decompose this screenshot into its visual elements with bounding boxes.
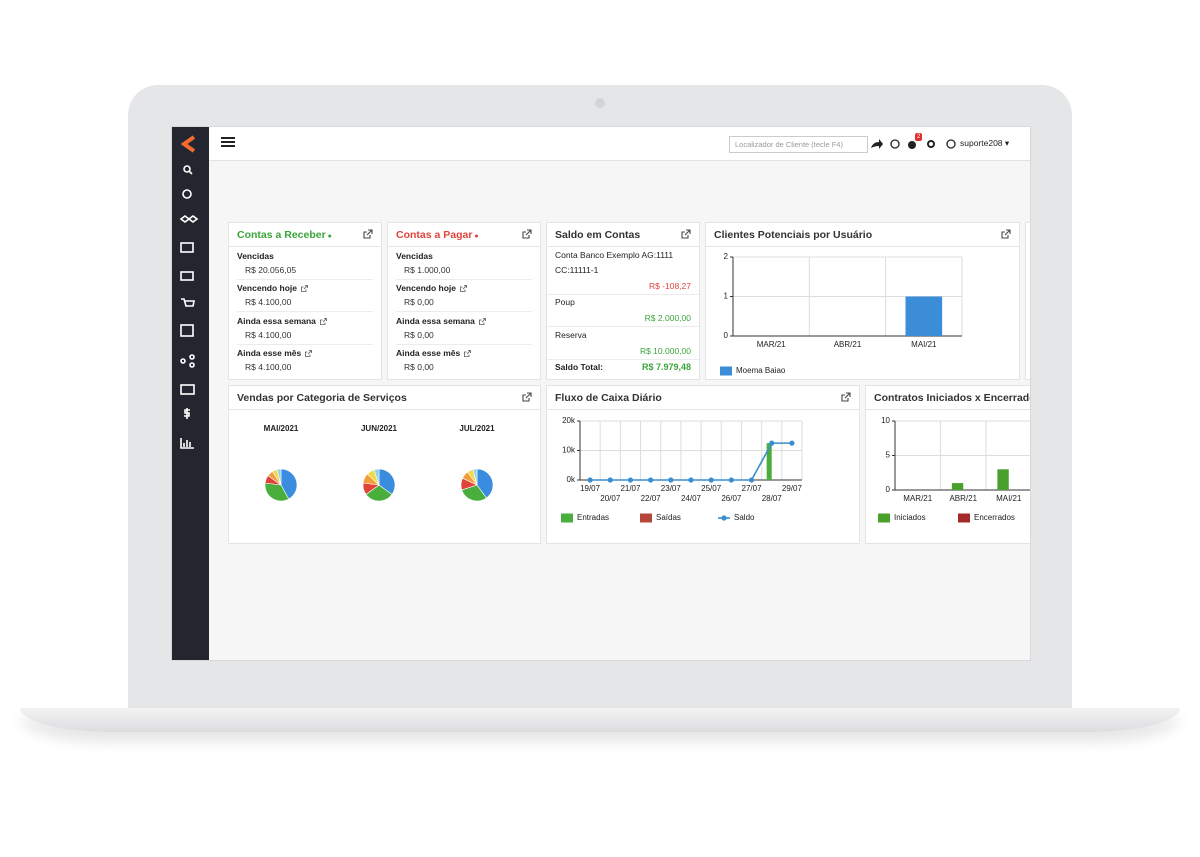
panel-divider <box>229 409 540 410</box>
row-separator <box>237 279 373 280</box>
total-value: R$ 7.979,48 <box>641 362 691 372</box>
account-name: Reserva <box>555 330 587 340</box>
row-link[interactable] <box>320 317 327 325</box>
row-label: Vencendo hoje <box>237 283 297 294</box>
sidebar <box>172 127 209 660</box>
row-separator <box>396 279 532 280</box>
topbar-icons[interactable] <box>869 136 959 152</box>
sidebar-icons <box>179 135 199 449</box>
help-icon[interactable]: ● <box>472 233 479 240</box>
panel-title: Contas a Receber ● <box>237 229 332 241</box>
panel-title: Contas a Pagar ● <box>396 229 479 241</box>
row-link[interactable] <box>301 285 308 293</box>
account-name: Conta Banco Exemplo AG:1111 <box>555 250 674 260</box>
row-separator <box>547 326 699 327</box>
row-value: R$ 4.100,00 <box>245 297 292 308</box>
logo[interactable] <box>180 135 196 153</box>
account-balance: R$ -108,27 <box>648 281 691 291</box>
help-icon[interactable]: ● <box>325 233 332 240</box>
row-label: Vencendo hoje <box>396 283 456 294</box>
row-value: R$ 1.000,00 <box>404 265 451 275</box>
account-detail: CC:11111-1 <box>555 265 599 275</box>
clientes-panel: Clientes Potenciais por Usuário <box>705 222 1020 380</box>
open-link[interactable] <box>363 229 373 239</box>
open-link[interactable] <box>522 229 532 239</box>
open-link[interactable] <box>1001 229 1011 239</box>
row-separator <box>547 294 699 295</box>
panels: Contas a Receber ● Vencidas R$ 20.056,05 Ve… <box>172 127 1030 660</box>
row-separator <box>547 359 699 360</box>
user-name[interactable]: suporte208 <box>960 138 1003 148</box>
open-link[interactable] <box>681 229 691 239</box>
panel-title: Clientes Potenciais por Usuário <box>714 229 873 241</box>
row-label: Ainda essa semana <box>396 315 475 326</box>
topbar: Localizador de Cliente (tecle F4) 2 supo… <box>209 127 1030 161</box>
panel-divider <box>388 246 540 247</box>
panel-partial <box>1025 222 1030 380</box>
row-value: R$ 4.100,00 <box>245 329 292 340</box>
panel-title: Saldo em Contas <box>555 229 641 241</box>
row-separator <box>396 343 532 345</box>
notification-badge[interactable]: 2 <box>915 133 923 141</box>
screen: Localizador de Cliente (tecle F4) 2 supo… <box>172 127 1030 660</box>
account-balance: R$ 10.000,00 <box>639 346 691 356</box>
row-value: R$ 0,00 <box>404 329 434 340</box>
account-name: Poup <box>555 297 575 307</box>
panel-title: Vendas por Categoria de Serviços <box>237 392 407 404</box>
panel-divider <box>547 246 699 247</box>
contas-pagar-panel: Contas a Pagar ● Vencidas R$ 1.000,00 Vence… <box>387 222 541 380</box>
contas-receber-panel: Contas a Receber ● Vencidas R$ 20.056,05 Ve… <box>228 222 382 380</box>
panel-title: Fluxo de Caixa Diário <box>555 392 662 404</box>
fluxo-panel: Fluxo de Caixa Diário <box>546 385 860 544</box>
row-separator <box>237 311 373 313</box>
row-label: Ainda essa semana <box>237 315 316 326</box>
row-link[interactable] <box>305 349 312 357</box>
open-link[interactable] <box>841 392 851 402</box>
account-balance: R$ 2.000,00 <box>644 313 691 323</box>
user-menu[interactable]: suporte208 ▾ <box>960 138 1010 148</box>
row-separator <box>237 343 373 345</box>
row-value: R$ 20.056,05 <box>245 265 297 275</box>
row-link[interactable] <box>460 285 467 293</box>
search-input[interactable]: Localizador de Cliente (tecle F4) <box>729 136 868 153</box>
row-label: Ainda esse mês <box>237 347 302 358</box>
row-label: Vencidas <box>237 251 274 261</box>
panel-divider <box>229 246 381 247</box>
camera <box>595 98 605 108</box>
nav-icons[interactable] <box>179 165 199 449</box>
total-label: Saldo Total: <box>555 362 604 372</box>
row-value: R$ 0,00 <box>404 361 434 372</box>
saldo-panel: Saldo em Contas Conta Banco Exemplo AG:11… <box>546 222 700 380</box>
vendas-panel: Vendas por Categoria de Serviços <box>228 385 541 544</box>
open-link[interactable] <box>522 392 532 402</box>
menu-button[interactable] <box>221 136 235 148</box>
row-link[interactable] <box>464 349 471 357</box>
contratos-panel: Contratos Iniciados x Encerrados <box>865 385 1030 544</box>
panel-title: Contratos Iniciados x Encerrados <box>874 392 1030 404</box>
row-value: R$ 4.100,00 <box>245 361 292 372</box>
panel-divider <box>866 409 1030 410</box>
panel-divider <box>547 409 859 410</box>
row-value: R$ 0,00 <box>404 297 434 308</box>
laptop-base <box>20 708 1180 732</box>
row-label: Vencidas <box>396 251 433 261</box>
row-link[interactable] <box>479 317 486 325</box>
panel-divider <box>706 246 1019 247</box>
row-separator <box>396 311 532 313</box>
row-label: Ainda esse mês <box>396 347 461 358</box>
